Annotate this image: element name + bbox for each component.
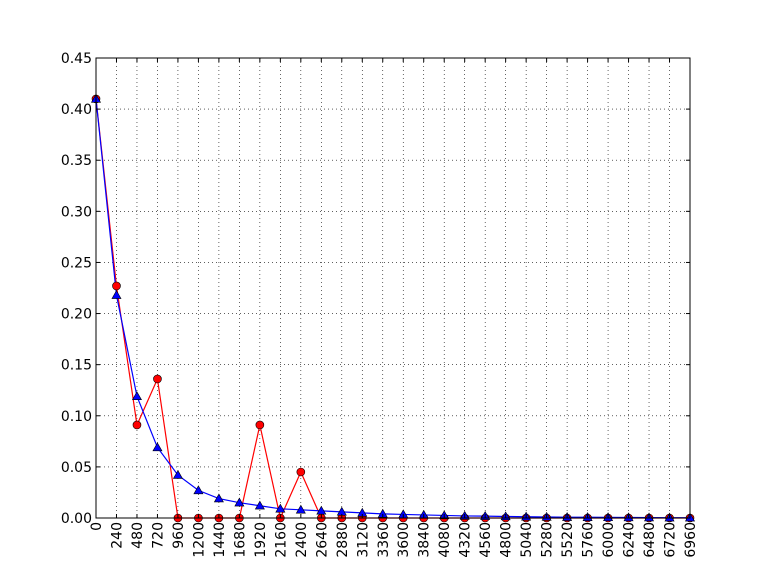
- y-tick-label: 0.40: [61, 102, 92, 118]
- series-2-point: [111, 290, 122, 299]
- series-line-2: [95, 98, 690, 519]
- x-tick-label: 720: [150, 522, 166, 549]
- x-tick-label: 1920: [253, 522, 269, 558]
- x-tick-label: 6960: [683, 522, 699, 558]
- tick-label-layer: 0.00 0.05 0.10 0.15 0.20 0.25 0.30 0.35 0.40 0.45…: [61, 51, 699, 558]
- x-tick-label: 2880: [335, 522, 351, 558]
- series-2-point: [193, 485, 204, 495]
- x-tick-label: 1200: [191, 522, 207, 558]
- y-tick-label: 0.45: [61, 51, 92, 67]
- x-tick-label: 6000: [601, 522, 617, 558]
- x-tick-label: 3600: [396, 522, 412, 558]
- x-tick-label: 2640: [314, 522, 330, 558]
- series-2-point: [254, 500, 265, 510]
- x-tick-label: 0: [89, 522, 105, 531]
- x-tick-label: 240: [109, 522, 125, 549]
- x-tick-label: 3840: [417, 522, 433, 558]
- series-2-point: [234, 497, 245, 507]
- series-line-1: [95, 98, 690, 520]
- x-tick-label: 6240: [622, 522, 638, 558]
- series-2-point: [131, 391, 142, 401]
- y-tick-label: 0.35: [61, 153, 92, 169]
- tick-layer: [95, 57, 691, 519]
- series-2-point: [152, 442, 163, 452]
- series-2-point: [213, 493, 224, 503]
- x-tick-label: 6480: [642, 522, 658, 558]
- x-tick-label: 5760: [581, 522, 597, 558]
- x-tick-label: 5040: [519, 522, 535, 558]
- y-tick-label: 0.25: [61, 255, 92, 271]
- series-layer: [90, 93, 696, 523]
- x-tick-label: 1680: [232, 522, 248, 558]
- x-tick-label: 4800: [499, 522, 515, 558]
- y-tick-label: 0.20: [61, 307, 92, 323]
- x-tick-label: 2400: [294, 522, 310, 558]
- series-1-point: [255, 420, 265, 430]
- x-tick-label: 3120: [355, 522, 371, 558]
- y-tick-label: 0.00: [61, 511, 92, 527]
- x-tick-label: 6720: [663, 522, 679, 558]
- x-tick-label: 480: [130, 522, 146, 549]
- y-tick-label: 0.10: [61, 409, 92, 425]
- x-tick-label: 2160: [273, 522, 289, 558]
- x-tick-label: 5280: [540, 522, 556, 558]
- y-tick-label: 0.30: [61, 204, 92, 220]
- series-2-point: [295, 504, 306, 514]
- plot-frame: [95, 57, 691, 519]
- series-1-point: [112, 281, 121, 291]
- x-tick-label: 960: [171, 522, 187, 549]
- x-tick-label: 4320: [458, 522, 474, 558]
- x-tick-label: 4080: [437, 522, 453, 558]
- series-2-point: [172, 469, 183, 479]
- grid-layer: [95, 57, 691, 519]
- x-tick-label: 5520: [560, 522, 576, 558]
- series-1-point: [296, 467, 306, 477]
- x-tick-label: 4560: [478, 522, 494, 558]
- x-tick-label: 3360: [376, 522, 392, 558]
- y-tick-label: 0.15: [61, 358, 92, 374]
- y-tick-label: 0.05: [61, 460, 92, 476]
- x-tick-label: 1440: [212, 522, 228, 558]
- series-1-point: [132, 420, 142, 430]
- series-2-point: [275, 503, 286, 513]
- series-1-point: [153, 374, 162, 384]
